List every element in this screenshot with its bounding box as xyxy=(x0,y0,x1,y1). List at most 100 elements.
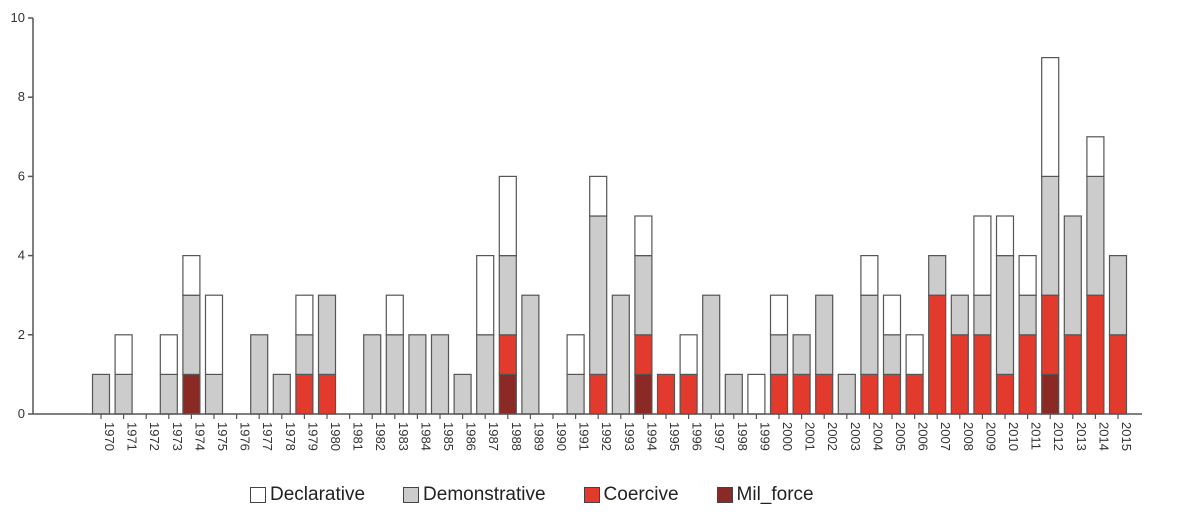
x-tick-label-1985: 1985 xyxy=(441,422,456,451)
bar-demonstrative-2003 xyxy=(837,373,856,415)
bar-declarative-1991 xyxy=(566,334,585,375)
x-tick-label-1975: 1975 xyxy=(215,422,230,451)
bar-demonstrative-1979 xyxy=(295,334,314,375)
x-tick-label-1990: 1990 xyxy=(554,422,569,451)
bar-demonstrative-1977 xyxy=(250,334,269,415)
bar-demonstrative-1975 xyxy=(204,373,224,415)
x-tick-label-1991: 1991 xyxy=(577,422,592,451)
bar-declarative-1979 xyxy=(295,294,314,336)
bar-demonstrative-1982 xyxy=(363,334,382,415)
legend-item-demonstrative: Demonstrative xyxy=(403,484,546,506)
legend-swatch-demonstrative xyxy=(403,487,420,503)
bar-demonstrative-1978 xyxy=(272,373,291,415)
bar-demonstrative-2008 xyxy=(950,294,969,336)
bar-demonstrative-1986 xyxy=(453,373,472,415)
legend: Declarative Demonstrative Coercive Mil_f… xyxy=(250,484,852,506)
bar-declarative-1994 xyxy=(634,215,653,257)
bar-demonstrative-1984 xyxy=(408,334,427,415)
bar-coercive-2015 xyxy=(1108,334,1128,415)
legend-label-demonstrative: Demonstrative xyxy=(423,484,546,505)
bar-declarative-2011 xyxy=(1018,255,1037,296)
bar-demonstrative-2009 xyxy=(973,294,992,336)
bar-demonstrative-1971 xyxy=(114,373,133,415)
x-tick-label-2014: 2014 xyxy=(1096,422,1111,451)
bar-coercive-2014 xyxy=(1086,294,1105,415)
bar-declarative-1996 xyxy=(679,334,698,375)
bar-demonstrative-1994 xyxy=(634,255,653,336)
x-tick-label-1987: 1987 xyxy=(486,422,501,451)
bar-coercive-2010 xyxy=(995,373,1015,415)
legend-label-coercive: Coercive xyxy=(603,484,679,505)
x-tick-label-1983: 1983 xyxy=(396,422,411,451)
bar-demonstrative-1983 xyxy=(385,334,404,415)
x-tick-label-1984: 1984 xyxy=(418,422,433,451)
x-tick-label-2011: 2011 xyxy=(1029,422,1044,450)
bars-layer xyxy=(91,56,1128,415)
bar-demonstrative-1989 xyxy=(521,294,540,415)
bar-demonstrative-2014 xyxy=(1086,175,1105,296)
x-tick-label-2010: 2010 xyxy=(1006,422,1021,451)
bar-declarative-1988 xyxy=(498,175,517,257)
bar-demonstrative-1970 xyxy=(91,373,111,415)
bar-mil-force-1974 xyxy=(182,373,201,415)
x-tick-label-2012: 2012 xyxy=(1051,422,1066,451)
x-tick-label-1971: 1971 xyxy=(125,422,140,451)
x-tick-label-1997: 1997 xyxy=(712,422,727,451)
bar-demonstrative-1992 xyxy=(589,215,608,375)
bar-coercive-2000 xyxy=(769,373,789,415)
x-tick-label-1974: 1974 xyxy=(192,422,207,451)
bar-declarative-1987 xyxy=(476,255,495,336)
x-tick-label-1988: 1988 xyxy=(509,422,524,451)
bar-demonstrative-1980 xyxy=(317,294,337,376)
bar-coercive-2012 xyxy=(1041,294,1060,376)
x-tick-label-2007: 2007 xyxy=(938,422,953,451)
bar-demonstrative-1985 xyxy=(430,334,450,415)
bar-declarative-2006 xyxy=(905,334,924,375)
bar-demonstrative-2001 xyxy=(792,334,811,375)
x-tick-label-2006: 2006 xyxy=(916,422,931,451)
x-tick-label-1970: 1970 xyxy=(102,422,117,451)
bar-declarative-1975 xyxy=(204,294,224,376)
bar-declarative-2010 xyxy=(995,215,1015,257)
bar-coercive-1996 xyxy=(679,373,698,415)
x-tick-label-2003: 2003 xyxy=(848,422,863,451)
x-tick-label-1992: 1992 xyxy=(599,422,614,451)
bar-declarative-1974 xyxy=(182,255,201,296)
x-tick-label-2004: 2004 xyxy=(870,422,885,451)
bar-coercive-2002 xyxy=(815,373,834,415)
bar-coercive-1992 xyxy=(589,373,608,415)
bar-demonstrative-1973 xyxy=(159,373,178,415)
bar-coercive-2004 xyxy=(860,373,879,415)
y-tick-label: 2 xyxy=(18,327,25,342)
bar-demonstrative-2010 xyxy=(995,255,1015,376)
x-tick-label-1989: 1989 xyxy=(531,422,546,451)
y-tick-label: 8 xyxy=(18,89,25,104)
bar-demonstrative-1997 xyxy=(702,294,721,415)
x-tick-label-1976: 1976 xyxy=(238,422,253,451)
x-tick-label-2008: 2008 xyxy=(961,422,976,451)
x-tick-label-2009: 2009 xyxy=(983,422,998,451)
bar-demonstrative-2007 xyxy=(928,255,947,296)
y-tick-label: 4 xyxy=(18,248,25,263)
bar-demonstrative-1987 xyxy=(476,334,495,415)
bar-coercive-1988 xyxy=(498,334,517,375)
bar-coercive-2001 xyxy=(792,373,811,415)
bar-mil-force-1994 xyxy=(634,373,653,415)
y-tick-label: 10 xyxy=(11,10,25,25)
x-tick-label-2015: 2015 xyxy=(1119,422,1134,451)
bar-demonstrative-2000 xyxy=(769,334,789,375)
bar-mil-force-1988 xyxy=(498,373,517,415)
bar-declarative-1999 xyxy=(747,373,766,415)
bar-declarative-1973 xyxy=(159,334,178,375)
bar-coercive-1979 xyxy=(295,373,314,415)
x-tick-label-1996: 1996 xyxy=(690,422,705,451)
bar-coercive-2011 xyxy=(1018,334,1037,415)
x-tick-label-1972: 1972 xyxy=(147,422,162,451)
bar-demonstrative-2004 xyxy=(860,294,879,376)
stacked-bar-chart: 0 2 4 6 8 10 1970 1971 1972 1973 1974 1975 1976 1977… xyxy=(11,10,1142,451)
x-tick-label-2000: 2000 xyxy=(780,422,795,451)
bar-declarative-1992 xyxy=(589,175,608,217)
y-axis-ticks: 0 2 4 6 8 10 xyxy=(11,10,33,421)
x-tick-label-1978: 1978 xyxy=(283,422,298,451)
bar-declarative-1971 xyxy=(114,334,133,375)
